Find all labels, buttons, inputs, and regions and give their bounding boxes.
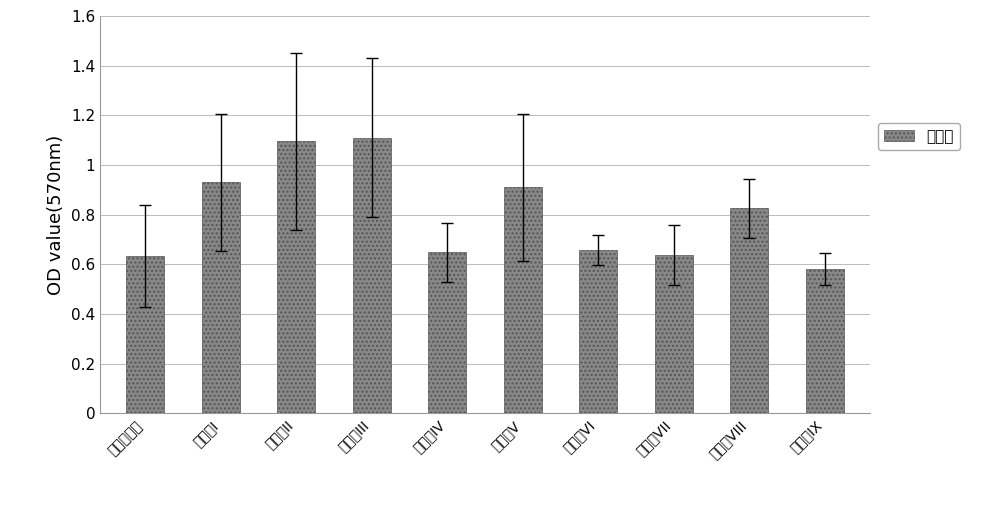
- Bar: [428, 252, 466, 413]
- Bar: [277, 142, 315, 413]
- Bar: [126, 255, 164, 413]
- Legend: 平均值: 平均值: [878, 123, 960, 150]
- Bar: [655, 255, 693, 413]
- Bar: [504, 187, 542, 413]
- Bar: [202, 182, 240, 413]
- Bar: [579, 250, 617, 413]
- Bar: [353, 138, 391, 413]
- Bar: [730, 208, 768, 413]
- Y-axis label: OD value(570nm): OD value(570nm): [47, 135, 65, 295]
- Bar: [806, 269, 844, 413]
